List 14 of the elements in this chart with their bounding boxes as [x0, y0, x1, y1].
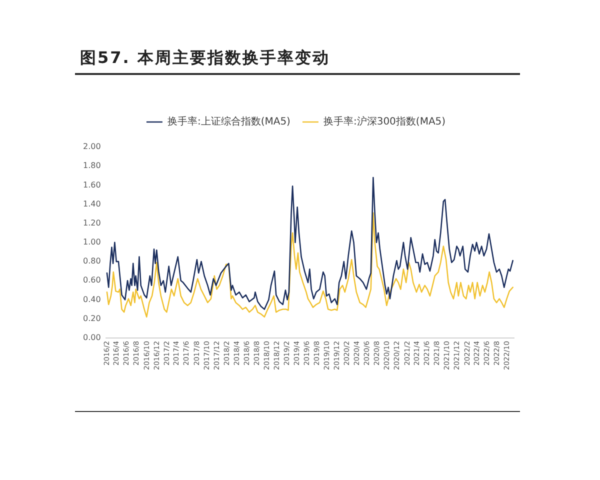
y-tick-label: 1.20: [83, 218, 101, 228]
y-tick-label: 1.60: [83, 180, 101, 190]
y-tick-label: 0.80: [83, 256, 101, 266]
y-tick-label: 0.00: [83, 333, 101, 342]
legend-label: 换手率:沪深300指数(MA5): [323, 116, 446, 128]
y-tick-label: 1.40: [83, 199, 101, 208]
y-tick-label: 1.80: [83, 161, 101, 170]
y-tick-label: 1.00: [83, 238, 101, 247]
y-tick-label: 0.60: [83, 276, 101, 285]
legend-label: 换手率:上证综合指数(MA5): [167, 116, 291, 128]
y-tick-label: 0.20: [83, 314, 101, 323]
chart-title: 图57. 本周主要指数换手率变动: [80, 48, 330, 68]
y-tick-label: 0.40: [83, 294, 101, 304]
y-tick-label: 2.00: [83, 142, 101, 152]
